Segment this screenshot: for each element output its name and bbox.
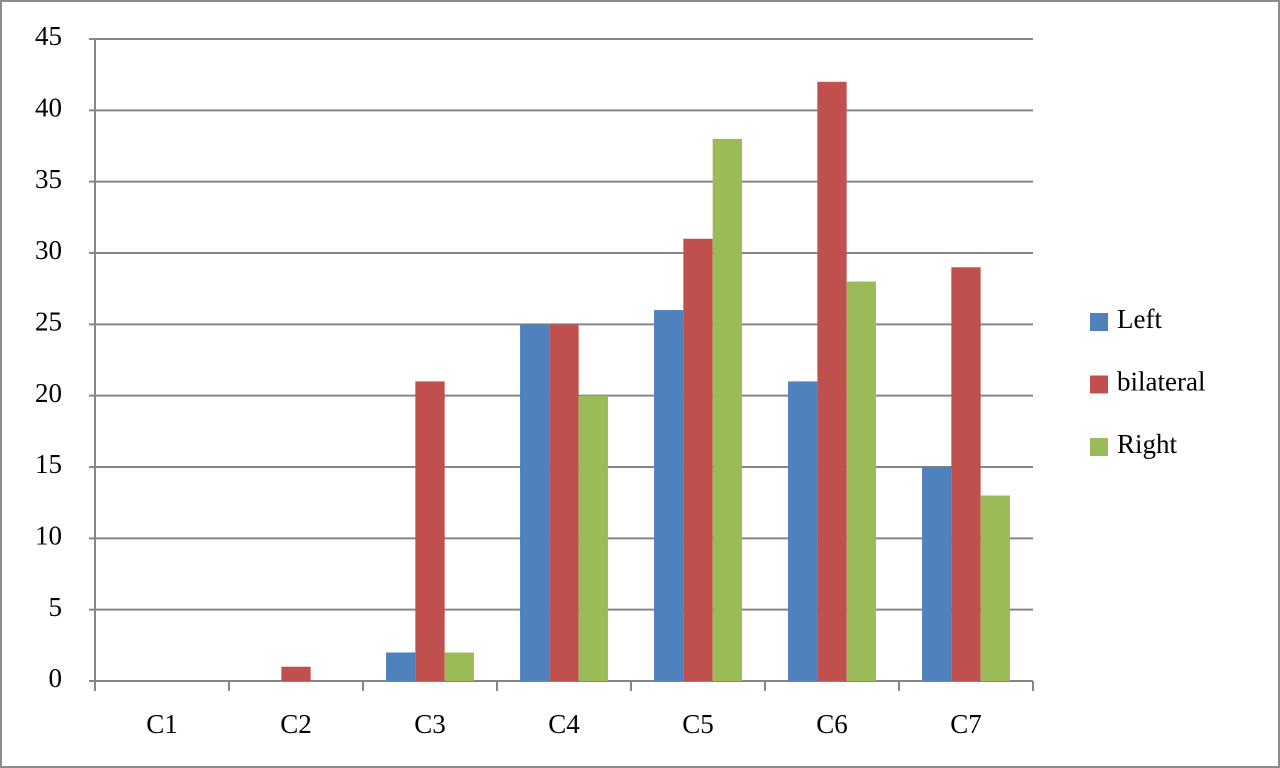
- y-tick-label: 35: [35, 164, 62, 194]
- bar: [922, 467, 952, 681]
- bar: [444, 652, 474, 681]
- x-tick-label: C3: [414, 709, 446, 739]
- y-tick-label: 5: [49, 592, 63, 622]
- x-tick-label: C6: [816, 709, 848, 739]
- bar: [654, 310, 684, 681]
- legend-label: Right: [1117, 429, 1178, 459]
- y-tick-label: 25: [35, 307, 62, 337]
- bar: [578, 395, 608, 681]
- x-tick-label: C5: [682, 709, 714, 739]
- legend-swatch: [1090, 375, 1108, 394]
- bar: [788, 381, 818, 681]
- bar: [415, 381, 445, 681]
- y-tick-label: 40: [35, 93, 62, 123]
- y-tick-label: 45: [35, 21, 62, 51]
- y-tick-label: 20: [35, 378, 62, 408]
- bar: [846, 281, 876, 681]
- y-tick-label: 15: [35, 449, 62, 479]
- bar: [520, 324, 550, 681]
- bar: [980, 495, 1010, 681]
- x-tick-label: C1: [146, 709, 178, 739]
- bar: [386, 652, 416, 681]
- legend-swatch: [1090, 438, 1108, 456]
- y-tick-label: 10: [35, 521, 62, 551]
- legend-swatch: [1090, 313, 1108, 331]
- bar: [683, 238, 713, 681]
- legend-label: bilateral: [1117, 367, 1205, 397]
- bar: [549, 324, 579, 681]
- bar: [817, 81, 847, 682]
- bar: [281, 666, 311, 681]
- bar: [951, 267, 981, 681]
- bar: [712, 138, 742, 681]
- x-tick-label: C2: [280, 709, 312, 739]
- legend-label: Left: [1117, 304, 1162, 334]
- y-tick-label: 0: [49, 663, 63, 693]
- x-tick-label: C4: [548, 709, 580, 739]
- x-tick-label: C7: [950, 709, 982, 739]
- y-tick-label: 30: [35, 235, 62, 265]
